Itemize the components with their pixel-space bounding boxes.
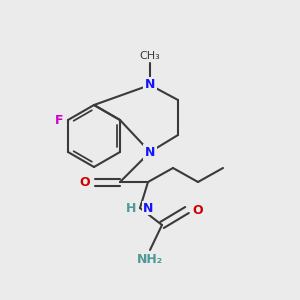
Text: N: N [143, 202, 153, 214]
Text: F: F [55, 113, 63, 127]
Text: CH₃: CH₃ [140, 51, 160, 61]
Text: N: N [145, 79, 155, 92]
Text: O: O [192, 203, 202, 217]
Text: N: N [145, 146, 155, 158]
Text: O: O [80, 176, 90, 188]
Text: NH₂: NH₂ [137, 253, 163, 266]
Text: H: H [126, 202, 136, 214]
